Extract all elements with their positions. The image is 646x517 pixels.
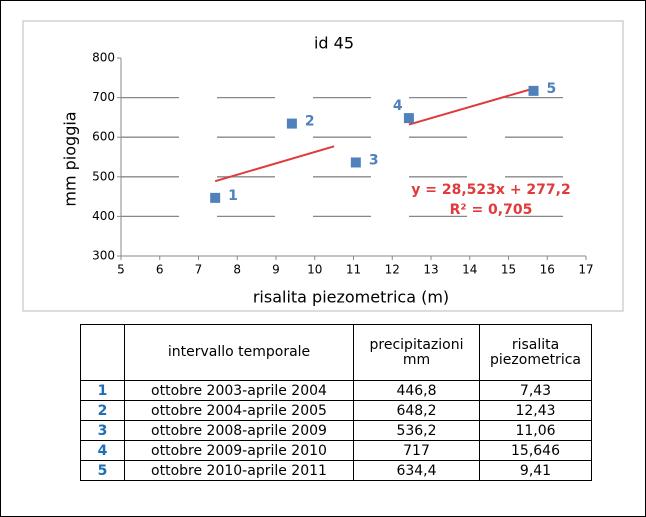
table-row: 1 ottobre 2003-aprile 2004 446,8 7,43	[80, 380, 592, 401]
y-tick-label: 600	[92, 130, 115, 144]
x-tick-label: 8	[233, 263, 241, 277]
equation: y = 28,523x + 277,2	[411, 182, 570, 198]
point	[350, 157, 361, 168]
point-label: 3	[369, 152, 379, 168]
point-label: 4	[393, 98, 403, 114]
table-cell: 536,2	[353, 420, 480, 441]
table-cell: ottobre 2008-aprile 2009	[124, 420, 354, 441]
header-cell	[80, 324, 125, 381]
point	[528, 85, 539, 96]
row-number: 4	[80, 440, 125, 461]
table-cell: 9,41	[479, 460, 592, 481]
header-cell: precipitazioni mm	[353, 324, 480, 381]
table-row: 4 ottobre 2009-aprile 2010 717 15,646	[80, 440, 592, 461]
x-tick-label: 9	[272, 263, 280, 277]
x-axis-label: risalita piezometrica (m)	[253, 288, 449, 307]
row-number: 1	[80, 380, 125, 401]
x-tick-label: 10	[307, 263, 322, 277]
table-cell: ottobre 2003-aprile 2004	[124, 380, 354, 401]
chart-title: id 45	[314, 34, 354, 53]
x-tick-label: 13	[423, 263, 438, 277]
table-cell: 648,2	[353, 400, 480, 421]
table-row: 5 ottobre 2010-aprile 2011 634,4 9,41	[80, 460, 592, 481]
table-cell: 7,43	[479, 380, 592, 401]
x-tick-label: 5	[117, 263, 125, 277]
table-cell: 717	[353, 440, 480, 461]
x-tick-label: 11	[346, 263, 361, 277]
table-cell: 634,4	[353, 460, 480, 481]
row-number: 2	[80, 400, 125, 421]
trendline	[408, 87, 534, 126]
y-tick-label: 800	[92, 51, 115, 65]
x-tick-label: 16	[540, 263, 555, 277]
x-tick-label: 6	[156, 263, 164, 277]
x-tick-label: 17	[578, 263, 593, 277]
row-number: 3	[80, 420, 125, 441]
data-table: intervallo temporale precipitazioni mm ris…	[80, 324, 592, 481]
chart-border	[22, 20, 624, 312]
table-cell: 12,43	[479, 400, 592, 421]
x-tick-label: 14	[462, 263, 477, 277]
table-cell: 15,646	[479, 440, 592, 461]
x-tick-label: 15	[501, 263, 516, 277]
x-tick-label: 12	[385, 263, 400, 277]
trendline	[214, 145, 335, 183]
table-cell: ottobre 2010-aprile 2011	[124, 460, 354, 481]
table-row: 2 ottobre 2004-aprile 2005 648,2 12,43	[80, 400, 592, 421]
row-number: 5	[80, 460, 125, 481]
header-cell: risalita piezometrica	[479, 324, 592, 381]
y-tick-label: 400	[92, 209, 115, 223]
y-tick-label: 300	[92, 249, 115, 263]
r-squared: R² = 0,705	[450, 202, 533, 218]
x-tick-label: 7	[195, 263, 203, 277]
y-axis-label: mm pioggia	[61, 111, 80, 206]
y-tick-label: 700	[92, 90, 115, 104]
point	[286, 118, 297, 129]
point-label: 1	[228, 188, 238, 204]
table-row: 3 ottobre 2008-aprile 2009 536,2 11,06	[80, 420, 592, 441]
table-cell: ottobre 2009-aprile 2010	[124, 440, 354, 461]
point	[210, 192, 221, 203]
table-cell: ottobre 2004-aprile 2005	[124, 400, 354, 421]
table-cell: 11,06	[479, 420, 592, 441]
table-cell: 446,8	[353, 380, 480, 401]
header-cell: intervallo temporale	[124, 324, 354, 381]
point-label: 2	[305, 114, 315, 130]
point	[403, 113, 414, 124]
point-label: 5	[547, 81, 557, 97]
y-tick-label: 500	[92, 169, 115, 183]
